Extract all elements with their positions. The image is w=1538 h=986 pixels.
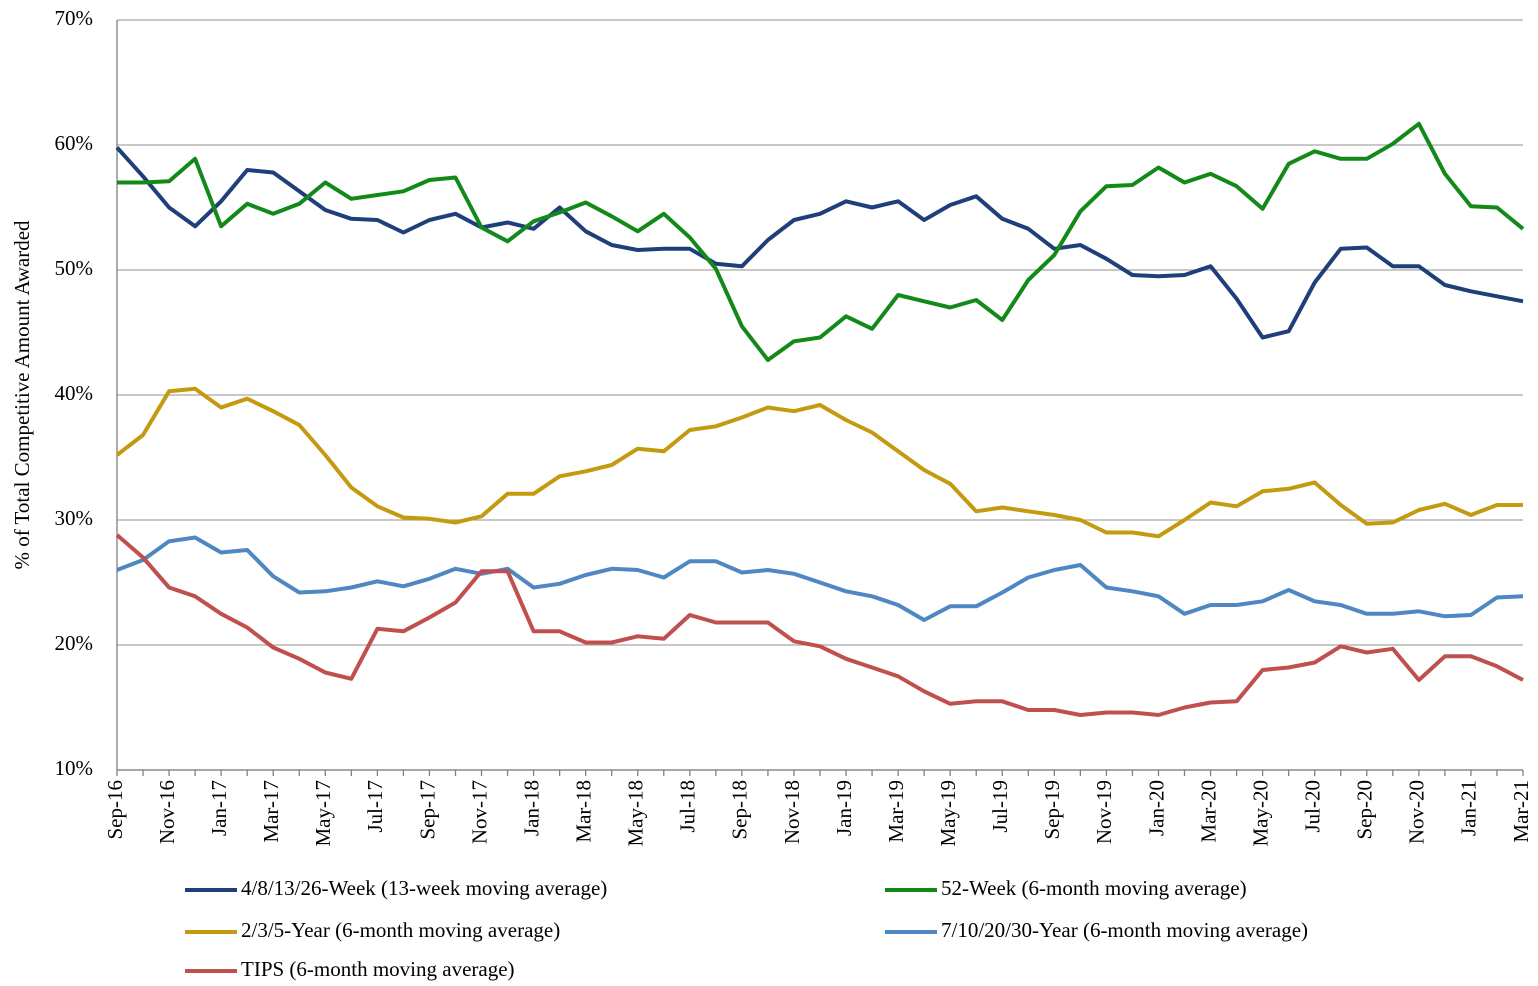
x-tick-label: Jul-19 <box>988 780 1012 833</box>
legend-label: 4/8/13/26-Week (13-week moving average) <box>241 876 607 900</box>
x-tick-label: May-20 <box>1248 780 1272 847</box>
y-axis-label: % of Total Competitive Amount Awarded <box>10 220 34 570</box>
x-tick-label: Jan-20 <box>1144 780 1168 836</box>
x-tick-label: Nov-16 <box>155 780 179 844</box>
x-tick-label: Sep-16 <box>103 780 127 840</box>
x-tick-label: Mar-17 <box>259 780 283 843</box>
legend-label: TIPS (6-month moving average) <box>241 957 515 981</box>
x-tick-label: May-18 <box>624 780 648 847</box>
series-line <box>115 533 1524 717</box>
x-tick-label: Nov-18 <box>780 780 804 844</box>
x-tick-label: Mar-21 <box>1509 780 1533 843</box>
y-tick-label: 30% <box>55 506 94 530</box>
x-tick-label: Sep-19 <box>1040 780 1064 840</box>
y-tick-label: 60% <box>55 131 94 155</box>
y-tick-label: 70% <box>55 6 94 30</box>
series-line <box>116 535 1524 622</box>
x-tick-label: Nov-20 <box>1405 780 1429 844</box>
x-tick-label: Sep-18 <box>728 780 752 840</box>
x-tick-label: Jan-18 <box>519 780 543 836</box>
x-tick-label: Jul-18 <box>676 780 700 833</box>
x-tick-label: Nov-17 <box>467 780 491 844</box>
x-tick-label: Mar-20 <box>1196 780 1220 843</box>
y-tick-label: 10% <box>55 756 94 780</box>
x-tick-label: Jan-21 <box>1457 780 1481 836</box>
y-tick-label: 20% <box>55 631 94 655</box>
y-tick-label: 50% <box>55 256 94 280</box>
x-tick-label: Jul-17 <box>363 780 387 833</box>
x-tick-label: Jul-20 <box>1301 780 1325 833</box>
series-line <box>117 121 1525 362</box>
x-tick-label: May-19 <box>936 780 960 847</box>
x-tick-label: Sep-20 <box>1353 780 1377 840</box>
series-line <box>115 386 1523 539</box>
series-line <box>115 146 1524 340</box>
legend-label: 2/3/5-Year (6-month moving average) <box>241 918 560 942</box>
x-tick-label: Jan-17 <box>207 780 231 836</box>
x-tick-label: Jan-19 <box>832 780 856 836</box>
y-tick-label: 40% <box>55 381 94 405</box>
legend-label: 7/10/20/30-Year (6-month moving average) <box>941 918 1308 942</box>
legend-label: 52-Week (6-month moving average) <box>941 876 1247 900</box>
x-tick-label: Mar-18 <box>571 780 595 843</box>
x-tick-label: Sep-17 <box>415 780 439 840</box>
x-tick-label: May-17 <box>311 780 335 847</box>
x-tick-label: Nov-19 <box>1092 780 1116 844</box>
x-tick-label: Mar-19 <box>884 780 908 843</box>
